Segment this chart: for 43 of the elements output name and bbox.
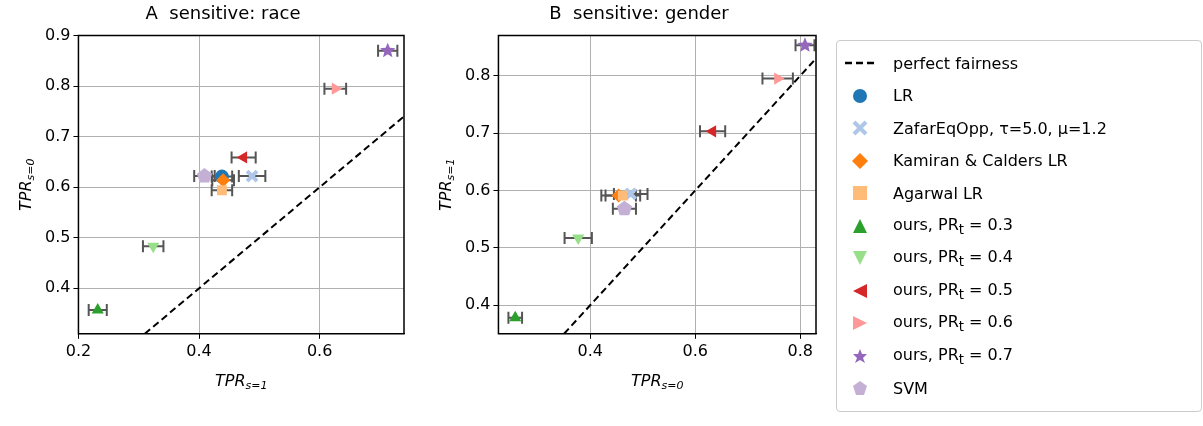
point: [331, 82, 343, 95]
legend-label: perfect fairness: [893, 53, 1019, 73]
legend-label: ours, PR$_{t}$ = 0.5: [893, 279, 1014, 302]
x-tick-label: 0.6: [306, 340, 333, 360]
legend-label: SVM: [893, 378, 928, 398]
x-tick-label: 0.8: [787, 340, 813, 360]
legend-label: Agarwal LR: [893, 183, 983, 203]
y-axis-title: TPRs=1: [435, 158, 458, 211]
y-tick-label: 0.6: [44, 176, 71, 196]
point: [616, 200, 633, 216]
y-tick-label: 0.8: [464, 64, 491, 84]
legend-label: Kamiran & Calders LR: [893, 151, 1068, 171]
x-tick-label: 0.6: [682, 340, 708, 360]
y-axis-title: TPRs=0: [15, 158, 38, 211]
point: [216, 185, 227, 196]
y-tick-label: 0.5: [44, 226, 71, 246]
point: [623, 186, 638, 201]
y-tick-label: 0.7: [464, 122, 491, 142]
chart-title: B sensitive: gender: [549, 2, 730, 24]
point: [245, 169, 260, 184]
point: [617, 190, 628, 201]
y-tick-label: 0.6: [464, 179, 491, 199]
y-tick-label: 0.4: [44, 277, 71, 297]
point: [147, 242, 160, 254]
legend-label: ours, PR$_{t}$ = 0.3: [893, 214, 1014, 237]
point: [705, 125, 717, 138]
x-tick-label: 0.4: [186, 340, 212, 360]
legend-label: ZafarEqOpp, τ=5.0, μ=1.2: [893, 118, 1107, 138]
legend-label: ours, PR$_{t}$ = 0.4: [893, 247, 1014, 270]
x-tick-label: 0.4: [577, 340, 604, 360]
chart-title: A sensitive: race: [145, 2, 301, 24]
legend-label: LR: [893, 86, 914, 106]
y-tick-label: 0.4: [464, 294, 491, 314]
legend-label: ours, PR$_{t}$ = 0.6: [893, 312, 1014, 335]
y-tick-label: 0.5: [464, 236, 491, 256]
legend-label: ours, PR$_{t}$ = 0.7: [893, 344, 1014, 367]
y-tick-label: 0.8: [44, 75, 71, 95]
y-tick-label: 0.9: [44, 24, 71, 44]
y-tick-label: 0.7: [44, 125, 71, 145]
point: [774, 72, 785, 85]
point: [236, 151, 248, 164]
point: [216, 173, 231, 188]
x-tick-label: 0.2: [65, 340, 92, 360]
